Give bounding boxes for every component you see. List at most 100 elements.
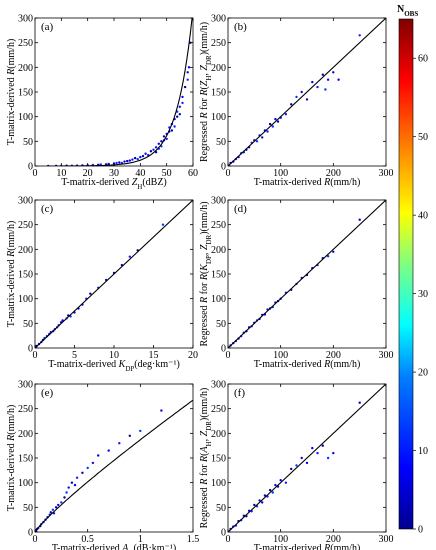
data-point: [255, 140, 259, 143]
x-tick-label: 0: [33, 350, 38, 361]
data-point: [128, 434, 131, 437]
y-tick-label: 50: [216, 137, 226, 148]
data-point: [107, 162, 110, 166]
data-point: [73, 483, 77, 487]
x-tick-label: 60: [188, 168, 198, 179]
y-tick-label: 50: [216, 319, 226, 330]
colorbar-tick-label: 20: [418, 368, 428, 379]
data-point: [261, 501, 264, 504]
data-point: [316, 451, 319, 455]
x-tick-label: 300: [379, 168, 394, 179]
data-point: [279, 479, 282, 482]
y-tick-label: 0: [221, 528, 226, 539]
y-tick-label: 100: [18, 478, 33, 489]
x-tick-label: 0: [226, 168, 231, 179]
data-point: [128, 159, 131, 162]
panel-label: (f): [234, 387, 245, 399]
x-tick-label: 10: [109, 350, 119, 361]
x-tick-label: 20: [83, 168, 93, 179]
data-point: [157, 142, 160, 145]
x-tick-label: 300: [379, 534, 394, 545]
data-point: [186, 71, 189, 74]
data-point: [161, 223, 165, 226]
data-point: [154, 146, 158, 149]
data-point: [123, 160, 126, 163]
data-point: [295, 464, 298, 467]
y-tick-label: 50: [216, 503, 226, 514]
data-point: [300, 90, 303, 94]
data-point: [305, 461, 309, 465]
x-tick-label: 30: [109, 168, 119, 179]
data-point: [133, 156, 137, 160]
data-point: [141, 154, 145, 158]
data-point: [181, 101, 184, 105]
data-point: [268, 488, 272, 492]
data-point: [136, 157, 139, 161]
x-tick-label: 200: [326, 168, 341, 179]
panel-c: 0 5 10 15 20050100150200250300(c)T-matrix-de…: [6, 196, 198, 374]
data-point: [326, 456, 330, 460]
y-tick-label: 0: [28, 344, 33, 355]
x-tick-label: 5: [72, 350, 77, 361]
data-point: [60, 501, 63, 504]
data-point: [332, 71, 335, 74]
y-tick-label: 150: [18, 88, 33, 99]
data-point: [271, 491, 274, 494]
data-point: [332, 250, 335, 253]
data-point: [300, 456, 303, 460]
x-axis-label: T-matrix-derived R(mm/h): [254, 359, 361, 370]
y-tick-label: 0: [221, 344, 226, 355]
x-tick-label: 200: [326, 350, 341, 361]
colorbar-tick-label: 60: [418, 54, 428, 65]
x-tick-label: 15: [149, 350, 159, 361]
y-tick-label: 50: [23, 137, 33, 148]
x-axis-label: T-matrix-derived KDP(deg·km⁻¹): [48, 359, 180, 373]
data-point: [321, 73, 324, 76]
data-point: [118, 442, 121, 445]
x-tick-label: 1: [138, 534, 143, 545]
data-point: [295, 95, 298, 99]
data-point: [128, 255, 131, 258]
data-point: [274, 483, 277, 487]
data-point: [324, 88, 327, 91]
y-axis-label: Regressed R for R(KDP, ZDR)(mm/h): [199, 201, 213, 346]
colorbar-tick-label: 50: [418, 132, 428, 143]
data-point: [63, 496, 66, 499]
y-tick-label: 150: [18, 270, 33, 281]
panel-e: 0 0.5 1 1.5 0 50 100 150 200 250 300 (e) T-matrix-de…: [6, 380, 199, 550]
data-point: [160, 409, 163, 412]
data-point: [65, 491, 68, 494]
y-tick-label: 50: [23, 503, 33, 514]
data-point: [181, 95, 184, 99]
data-point: [261, 136, 264, 139]
fit-line: [35, 399, 193, 532]
x-axis-label: T-matrix-derived ZH(dBZ): [61, 177, 167, 191]
data-point: [131, 158, 134, 161]
x-axis-label: T-matrix-derived R(mm/h): [254, 543, 361, 550]
data-point: [290, 103, 293, 106]
data-point: [86, 466, 89, 470]
y-tick-label: 200: [18, 63, 33, 74]
data-point: [326, 78, 330, 81]
data-point: [276, 120, 280, 123]
fit-line: [228, 200, 386, 348]
data-point: [290, 467, 293, 471]
data-point: [176, 115, 179, 118]
x-tick-label: 50: [162, 168, 172, 179]
fit-line: [48, 18, 193, 166]
y-tick-label: 0: [28, 162, 33, 173]
y-axis-label: T-matrix-derived R(mm/h): [6, 221, 17, 328]
data-point: [271, 125, 274, 128]
data-point: [152, 148, 155, 151]
y-tick-label: 250: [211, 38, 226, 49]
y-tick-label: 0: [28, 528, 33, 539]
data-point: [49, 511, 52, 514]
y-axis-label: Regressed R for R(ZH, ZDR)(mm/h): [199, 22, 213, 162]
colorbar-title: NOBS: [397, 4, 418, 18]
y-tick-label: 50: [23, 319, 33, 330]
panel-label: (c): [41, 203, 54, 215]
y-tick-label: 150: [211, 454, 226, 465]
data-point: [118, 161, 121, 164]
y-tick-label: 300: [18, 380, 33, 391]
x-tick-label: 40: [135, 168, 145, 179]
